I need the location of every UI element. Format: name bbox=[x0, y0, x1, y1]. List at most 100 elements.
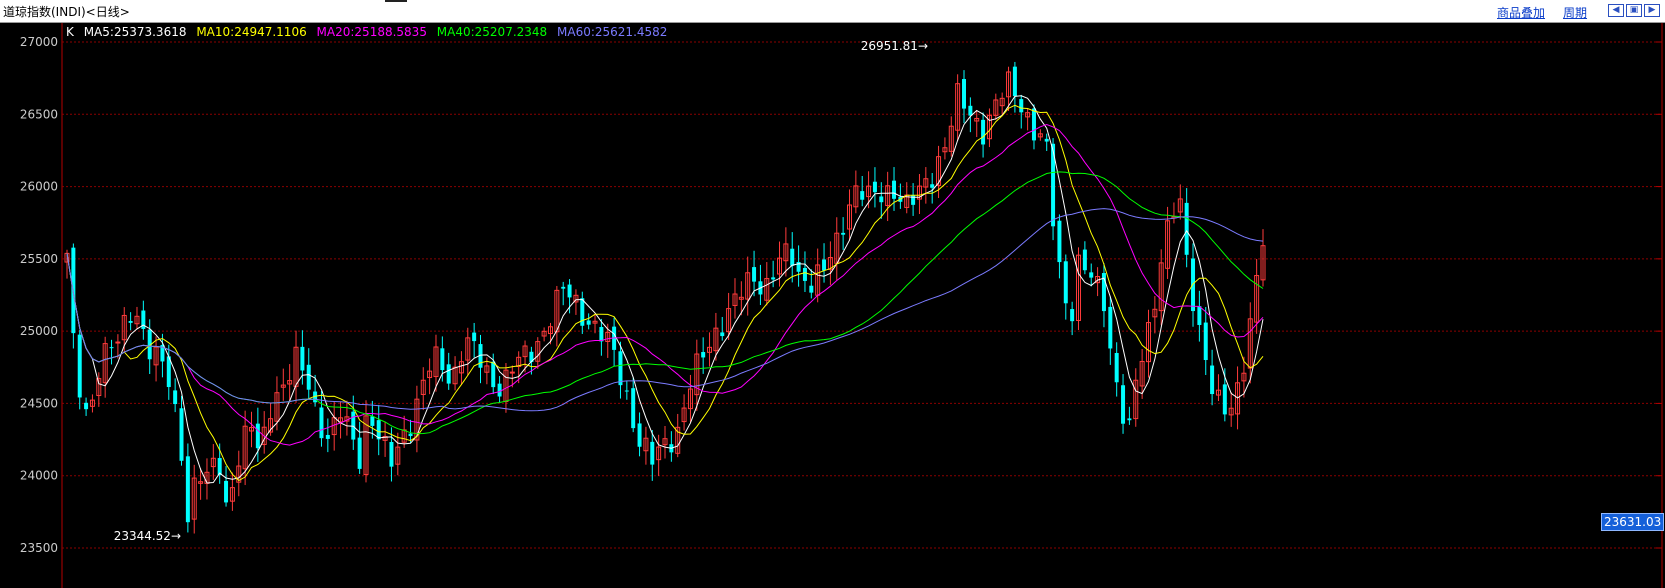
candle-body-down bbox=[217, 458, 222, 476]
candle-body-down bbox=[1070, 309, 1075, 322]
candle-body-down bbox=[802, 267, 807, 281]
candle-body-down bbox=[1222, 384, 1227, 415]
candle-body-down bbox=[637, 423, 642, 447]
candle-body-up bbox=[726, 308, 732, 333]
chart-title: 道琼指数(INDI)<日线> bbox=[3, 5, 130, 19]
candle-body-up bbox=[198, 481, 204, 484]
candle-body-down bbox=[879, 196, 884, 203]
candle-body-down bbox=[306, 364, 311, 390]
candle-body-up bbox=[242, 425, 248, 470]
candle-body-up bbox=[338, 417, 344, 423]
candle-body-down bbox=[472, 332, 477, 342]
candle-body-up bbox=[414, 398, 420, 441]
candle-body-up bbox=[643, 437, 649, 452]
legend-ma20: MA20:25188.5835 bbox=[316, 25, 427, 39]
candle-body-down bbox=[911, 195, 916, 205]
ma10-line bbox=[66, 104, 1264, 482]
candle-body-up bbox=[1260, 245, 1266, 281]
candle-body-up bbox=[1241, 372, 1247, 382]
candle-body-down bbox=[1044, 138, 1049, 142]
candle-body-up bbox=[509, 371, 515, 374]
candle-body-up bbox=[420, 379, 426, 395]
candle-body-down bbox=[892, 180, 897, 199]
ma-legend: K MA5:25373.3618 MA10:24947.1106 MA20:25… bbox=[66, 25, 673, 39]
next-icon[interactable]: ▶ bbox=[1644, 4, 1660, 17]
candle-body-down bbox=[128, 321, 133, 323]
candle-body-up bbox=[115, 341, 121, 344]
candle-body-up bbox=[681, 407, 687, 423]
candle-body-down bbox=[618, 351, 623, 386]
y-tick-label: 26000 bbox=[20, 180, 58, 194]
y-tick-label: 23500 bbox=[20, 541, 58, 555]
candle-body-up bbox=[777, 257, 783, 275]
candle-body-down bbox=[84, 402, 89, 410]
candle-body-up bbox=[554, 289, 560, 333]
candle-body-down bbox=[357, 437, 362, 469]
candle-body-up bbox=[1254, 275, 1260, 323]
candle-body-up bbox=[64, 252, 70, 263]
candle-body-up bbox=[993, 99, 999, 116]
legend-ma40: MA40:25207.2348 bbox=[436, 25, 548, 39]
candle-body-down bbox=[408, 433, 413, 437]
period-link[interactable]: 周期 bbox=[1563, 6, 1588, 20]
candle-body-down bbox=[1057, 220, 1062, 263]
candle-body-down bbox=[1210, 365, 1215, 395]
candle-body-down bbox=[701, 352, 706, 358]
candle-body-down bbox=[300, 346, 305, 371]
candle-body-up bbox=[210, 457, 216, 468]
candle-body-down bbox=[147, 329, 152, 360]
candle-body-down bbox=[1197, 306, 1202, 325]
candle-body-down bbox=[1082, 249, 1087, 271]
candle-body-up bbox=[427, 370, 433, 379]
candle-body-up bbox=[1133, 379, 1139, 420]
candle-body-up bbox=[1006, 71, 1012, 98]
candle-body-down bbox=[376, 420, 381, 440]
candle-body-up bbox=[465, 337, 471, 361]
candle-body-up bbox=[955, 83, 961, 131]
current-price-tag: 23631.03 bbox=[1601, 513, 1665, 531]
candle-body-down bbox=[1089, 272, 1094, 278]
candle-body-up bbox=[96, 378, 102, 397]
candle-body-up bbox=[236, 465, 242, 483]
candle-body-up bbox=[687, 388, 693, 410]
candle-body-down bbox=[77, 334, 82, 398]
candle-body-up bbox=[248, 427, 254, 432]
candle-body-up bbox=[885, 185, 891, 207]
candle-body-down bbox=[561, 286, 566, 289]
candle-body-down bbox=[1108, 306, 1113, 349]
candle-body-down bbox=[631, 388, 636, 429]
candle-body-up bbox=[846, 204, 852, 230]
candle-body-down bbox=[650, 441, 655, 465]
overlay-link[interactable]: 商品叠加 bbox=[1497, 6, 1546, 20]
candle-body-down bbox=[313, 391, 318, 403]
candle-body-up bbox=[573, 294, 579, 303]
candle-body-up bbox=[191, 477, 197, 520]
restore-icon[interactable]: ▣ bbox=[1626, 4, 1642, 17]
candle-body-down bbox=[1184, 202, 1189, 255]
candle-body-up bbox=[738, 296, 744, 300]
candle-body-down bbox=[141, 310, 146, 329]
candle-body-up bbox=[121, 314, 127, 341]
candle-body-up bbox=[89, 399, 95, 407]
candle-body-up bbox=[853, 185, 859, 208]
candle-body-up bbox=[287, 380, 293, 385]
candle-body-down bbox=[599, 327, 604, 342]
candle-body-up bbox=[866, 185, 872, 198]
candle-body-up bbox=[948, 125, 954, 152]
candle-body-down bbox=[179, 408, 184, 461]
candle-body-down bbox=[351, 411, 356, 440]
candle-body-up bbox=[707, 346, 713, 353]
candle-body-down bbox=[1031, 108, 1036, 141]
ma5-line bbox=[66, 95, 1264, 484]
candle-body-down bbox=[1121, 385, 1126, 424]
title-bar-mark bbox=[385, 0, 407, 2]
candle-body-up bbox=[452, 366, 458, 385]
candle-body-up bbox=[694, 353, 700, 396]
candle-body-up bbox=[942, 147, 948, 153]
prev-icon[interactable]: ◀ bbox=[1608, 4, 1624, 17]
candle-body-down bbox=[872, 181, 877, 193]
candle-body-up bbox=[458, 361, 464, 374]
candle-body-down bbox=[809, 285, 814, 293]
candle-body-down bbox=[446, 364, 451, 384]
candle-body-down bbox=[109, 347, 114, 349]
